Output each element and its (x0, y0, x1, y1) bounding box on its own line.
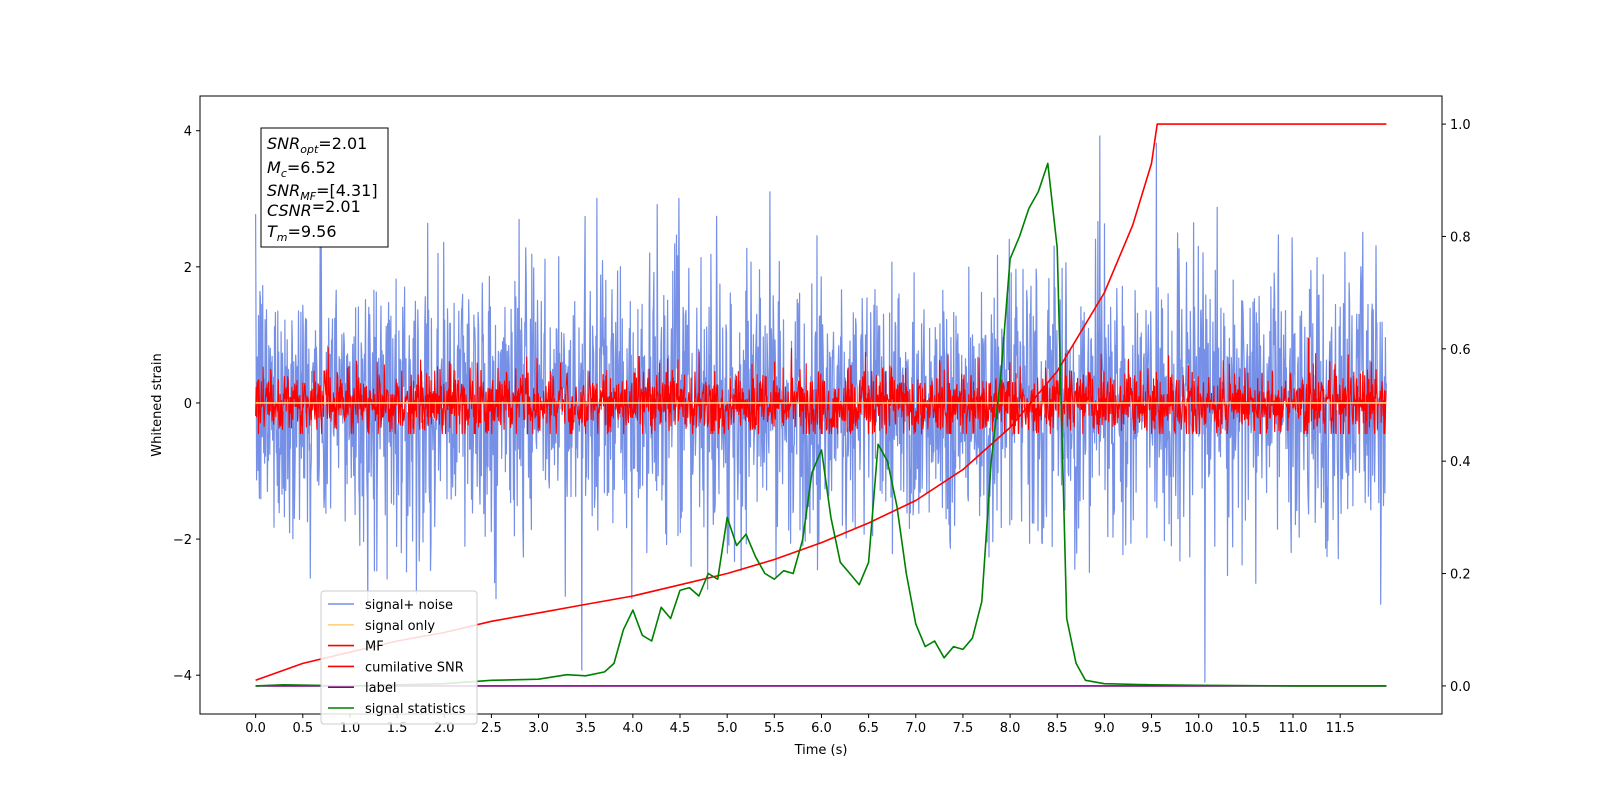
annotation-sub: opt (300, 143, 319, 156)
legend-label: label (365, 681, 396, 696)
x-tick-label: 7.0 (905, 721, 926, 736)
annotation-value: =2.01 (318, 134, 367, 153)
annotation-base: CSNR (267, 201, 312, 220)
x-tick-label: 10.0 (1184, 721, 1213, 736)
legend-label: signal statistics (365, 702, 466, 717)
y-axis-right: 0.0 0.2 0.4 0.6 0.8 1.0 (1442, 118, 1471, 695)
legend: signal+ noise signal only MF cumilative SNR… (320, 590, 478, 725)
x-tick-label: 5.0 (717, 721, 738, 736)
annotation-line-csnr: CSNR=2.01 (267, 197, 361, 220)
stats-annotation: SNRopt=2.01 Mc=6.52 SNRMF=[4.31] CSNR=2.… (260, 127, 389, 248)
x-tick-label: 2.5 (481, 721, 502, 736)
annotation-sub: MF (300, 190, 316, 203)
legend-label: signal+ noise (365, 598, 453, 613)
x-tick-label: 1.0 (340, 721, 361, 736)
annotation-value: =2.01 (312, 197, 361, 216)
y2-tick-label: 0.4 (1450, 455, 1471, 470)
annotation-value: =9.56 (288, 222, 337, 241)
series-signal-noise (255, 135, 1387, 683)
annotation-base: SNR (267, 134, 300, 153)
x-tick-label: 7.5 (953, 721, 974, 736)
y2-tick-label: 0.8 (1450, 230, 1471, 245)
series-signal-statistics (255, 162, 1387, 687)
y2-tick-label: 0.2 (1450, 568, 1471, 583)
x-axis-label: Time (s) (794, 743, 848, 758)
x-tick-label: 9.0 (1094, 721, 1115, 736)
x-tick-label: 3.0 (528, 721, 549, 736)
x-tick-label: 3.5 (575, 721, 596, 736)
x-tick-label: 6.0 (811, 721, 832, 736)
x-tick-label: 0.0 (245, 721, 266, 736)
y-tick-label: −4 (173, 669, 192, 684)
x-axis: 0.0 0.5 1.0 1.5 2.0 2.5 3.0 3.5 4.0 4.5 5.0 5.5 6.0 6… (245, 714, 1355, 736)
annotation-line-tm: Tm=9.56 (267, 222, 337, 244)
x-tick-label: 4.5 (670, 721, 691, 736)
annotation-value: =[4.31] (316, 181, 378, 200)
y-tick-label: 4 (184, 125, 192, 140)
y-tick-label: −2 (173, 533, 192, 548)
x-tick-label: 6.5 (858, 721, 879, 736)
legend-label: cumilative SNR (365, 660, 464, 675)
y-tick-label: 2 (184, 261, 192, 276)
series-mf (255, 337, 1387, 435)
legend-box (320, 590, 478, 725)
x-tick-label: 10.5 (1231, 721, 1260, 736)
x-tick-label: 9.5 (1141, 721, 1162, 736)
annotation-sub: m (277, 231, 288, 244)
y-tick-label: 0 (184, 397, 192, 412)
x-tick-label: 0.5 (292, 721, 313, 736)
annotation-base: T (267, 222, 278, 241)
x-tick-label: 11.0 (1279, 721, 1308, 736)
x-tick-label: 2.0 (434, 721, 455, 736)
x-tick-label: 8.0 (1000, 721, 1021, 736)
annotation-value: =6.52 (287, 158, 336, 177)
x-tick-label: 1.5 (387, 721, 408, 736)
annotation-line-mc: Mc=6.52 (267, 158, 336, 180)
annotation-box (260, 127, 389, 248)
x-tick-label: 11.5 (1326, 721, 1355, 736)
annotation-line-snr-opt: SNRopt=2.01 (267, 134, 367, 156)
legend-label: signal only (365, 619, 435, 634)
annotation-line-snr-mf: SNRMF=[4.31] (267, 181, 378, 203)
x-tick-label: 8.5 (1047, 721, 1068, 736)
y2-tick-label: 1.0 (1450, 118, 1471, 133)
x-tick-label: 4.0 (623, 721, 644, 736)
annotation-sub: c (281, 167, 287, 180)
y2-tick-label: 0.6 (1450, 343, 1471, 358)
y2-tick-label: 0.0 (1450, 680, 1471, 695)
annotation-base: M (267, 158, 281, 177)
annotation-base: SNR (267, 181, 300, 200)
legend-label: MF (365, 640, 384, 655)
y-axis-left: −4 −2 0 2 4 (173, 125, 200, 684)
x-tick-label: 5.5 (764, 721, 785, 736)
y-axis-label: Whitened strain (150, 353, 165, 456)
